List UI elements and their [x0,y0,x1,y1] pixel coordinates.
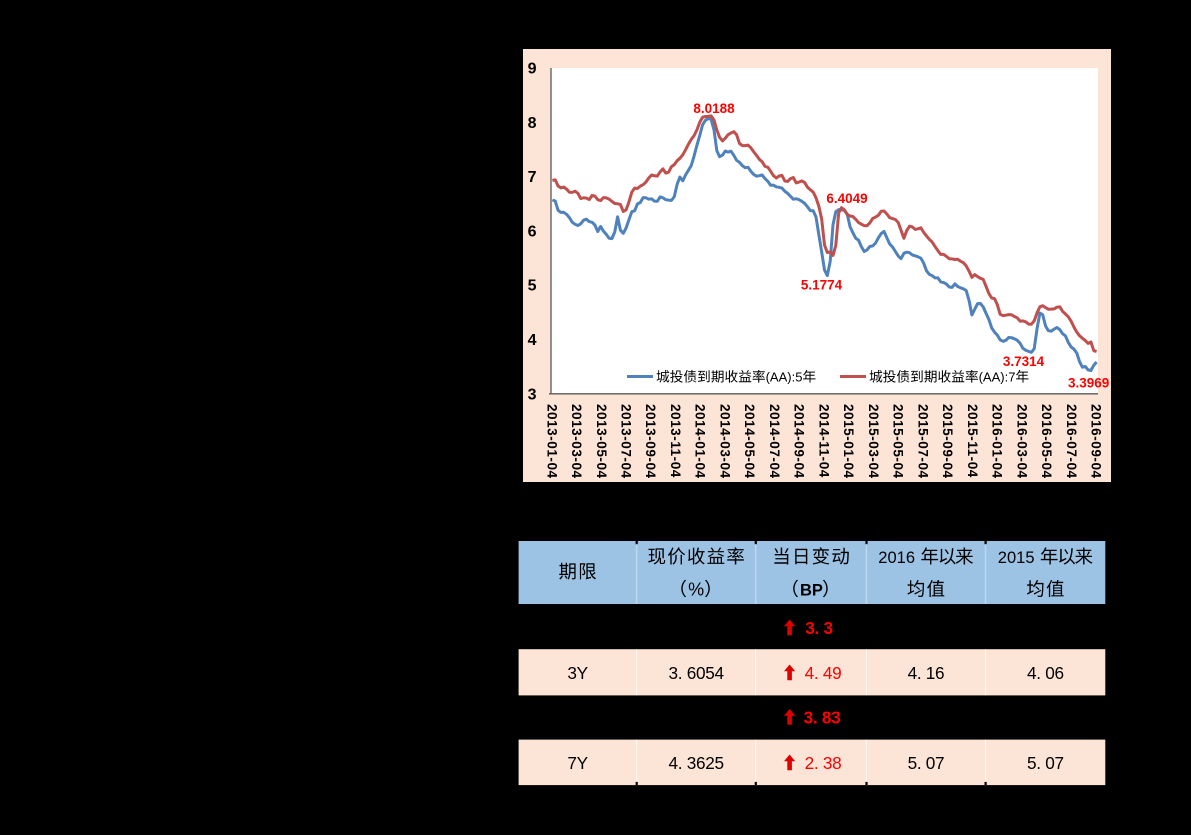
svg-text:3. 6054: 3. 6054 [669,663,725,683]
svg-text:5. 07: 5. 07 [908,753,945,773]
svg-text:2014-09-04: 2014-09-04 [792,404,807,479]
svg-text:2013-07-04: 2013-07-04 [619,404,634,479]
svg-text:2015-09-04: 2015-09-04 [940,404,955,479]
svg-text:2014-03-04: 2014-03-04 [718,404,733,479]
svg-text:2015-11-04: 2015-11-04 [965,404,980,478]
svg-text:2014-05-04: 2014-05-04 [742,404,757,479]
svg-text:2016-07-04: 2016-07-04 [1064,404,1079,479]
svg-text:2. 38: 2. 38 [805,753,842,773]
svg-text:(AA):7: (AA):7 [979,370,1016,385]
svg-text:2015-07-04: 2015-07-04 [915,404,930,479]
svg-text:8: 8 [528,115,537,132]
svg-text:2015-03-04: 2015-03-04 [866,404,881,479]
svg-text:3: 3 [528,386,537,403]
svg-text:6: 6 [528,223,537,240]
svg-text:2016-01-04: 2016-01-04 [990,404,1005,479]
svg-text:9: 9 [528,61,537,78]
svg-text:5.1774: 5.1774 [801,278,843,293]
svg-text:4: 4 [528,332,537,349]
svg-text:2015: 2015 [998,549,1035,567]
svg-text:3.7314: 3.7314 [1003,354,1045,369]
svg-text:4. 3625: 4. 3625 [669,753,724,773]
svg-text:2015-05-04: 2015-05-04 [891,404,906,479]
svg-text:3. 83: 3. 83 [804,708,841,728]
svg-text:6.4049: 6.4049 [826,191,867,206]
svg-text:7: 7 [528,169,537,186]
svg-text:2015-01-04: 2015-01-04 [841,404,856,479]
svg-text:2016-05-04: 2016-05-04 [1039,404,1054,479]
svg-text:2014-01-04: 2014-01-04 [693,404,708,479]
svg-text:3. 3: 3. 3 [805,618,832,638]
svg-text:5: 5 [528,278,537,295]
svg-text:BP: BP [800,582,823,600]
svg-text:2016-09-04: 2016-09-04 [1089,404,1104,479]
svg-text:2013-09-04: 2013-09-04 [643,404,658,479]
svg-text:2014-11-04: 2014-11-04 [816,404,831,478]
svg-text:2013-01-04: 2013-01-04 [544,404,559,479]
svg-text:4. 49: 4. 49 [805,663,842,683]
svg-text:2016-03-04: 2016-03-04 [1014,404,1029,479]
svg-text:4. 16: 4. 16 [908,663,945,683]
svg-text:5. 07: 5. 07 [1027,753,1064,773]
svg-text:8.0188: 8.0188 [693,101,735,116]
svg-text:2013-05-04: 2013-05-04 [594,404,609,479]
svg-text:3.3969: 3.3969 [1068,375,1109,390]
svg-text:3Y: 3Y [567,663,588,683]
svg-text:2014-07-04: 2014-07-04 [767,404,782,479]
svg-text:7Y: 7Y [567,753,588,773]
svg-text:2013-03-04: 2013-03-04 [569,404,584,479]
svg-text:4. 06: 4. 06 [1027,663,1064,683]
svg-text:2013-11-04: 2013-11-04 [668,404,683,478]
svg-text:2016: 2016 [878,549,915,567]
svg-text:(AA):5: (AA):5 [766,370,803,385]
svg-text:%: % [688,580,704,600]
